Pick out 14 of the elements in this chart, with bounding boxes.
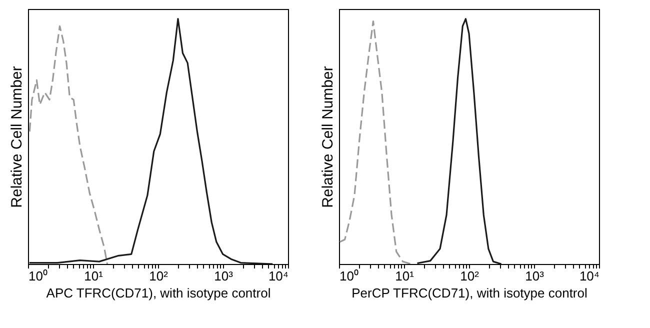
y-axis-title: Relative Cell Number [8,66,26,208]
x-tick-label: 10³ [525,268,545,284]
x-tick-label: 10² [149,268,169,284]
x-tick-label: 10⁴ [579,268,600,284]
x-tick-label: 10¹ [395,268,415,284]
x-axis-title: APC TFRC(CD71), with isotype control [46,286,271,300]
x-tick-label: 10⁰ [28,268,48,284]
x-tick-label: 10⁰ [340,268,359,284]
x-tick-label: 10² [460,268,480,284]
y-axis-title: Relative Cell Number [320,66,336,208]
x-axis-title: PerCP TFRC(CD71), with isotype control [352,286,588,300]
x-tick-label: 10¹ [84,268,104,284]
x-tick-label: 10³ [214,268,234,284]
x-tick-label: 10⁴ [268,268,288,284]
